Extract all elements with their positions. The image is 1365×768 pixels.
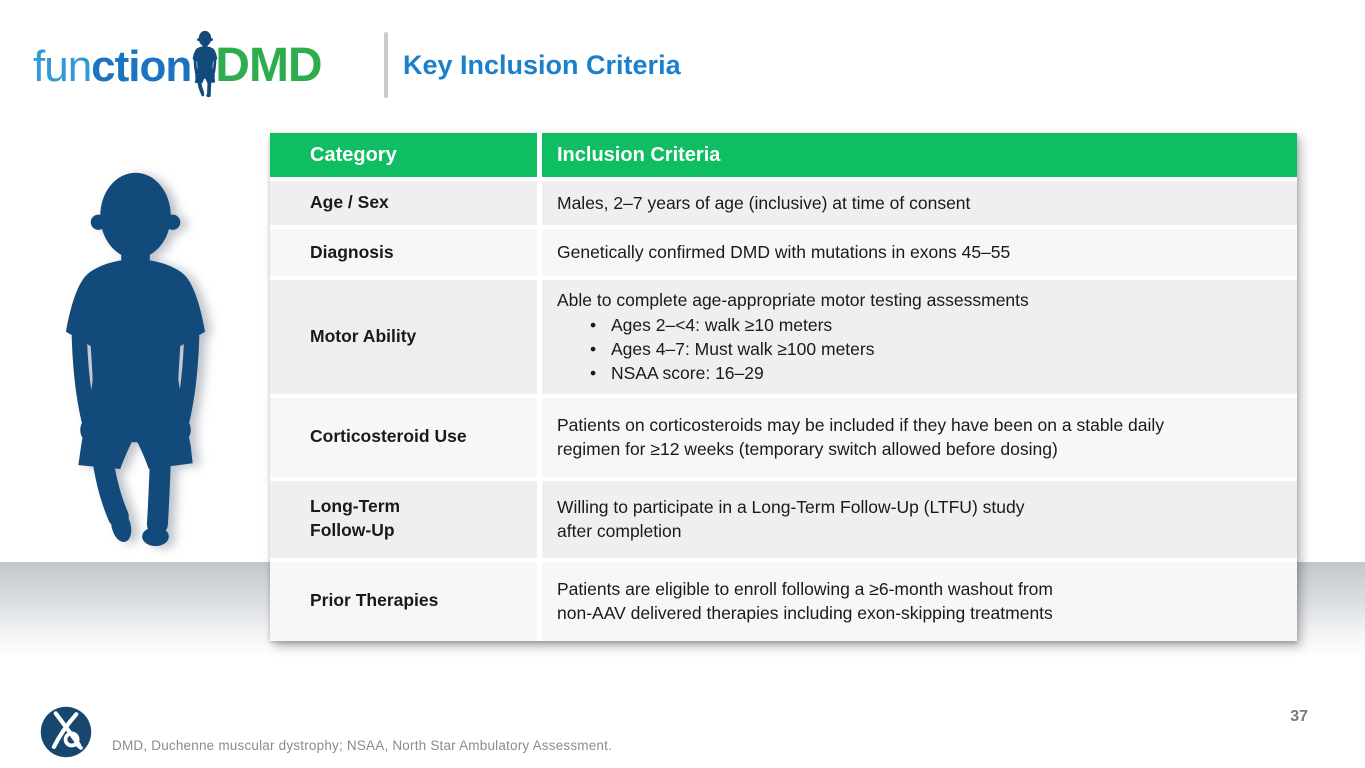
criteria-cell: Males, 2–7 years of age (inclusive) at t… (542, 181, 1297, 225)
category-cell: Age / Sex (270, 181, 537, 225)
table-row: Prior Therapies Patients are eligible to… (270, 561, 1297, 641)
child-silhouette-icon (188, 30, 222, 101)
functiondmd-logo: fun ction DMD (33, 36, 323, 106)
logo-text-ction: ction (91, 42, 192, 91)
table-row: Motor Ability Able to complete age-appro… (270, 280, 1297, 394)
table-row: Diagnosis Genetically confirmed DMD with… (270, 229, 1297, 276)
category-cell: Diagnosis (270, 229, 537, 276)
walking-boy-silhouette (38, 168, 233, 568)
category-cell: Motor Ability (270, 280, 537, 394)
table-row: Age / Sex Males, 2–7 years of age (inclu… (270, 181, 1297, 225)
criteria-cell: Genetically confirmed DMD with mutations… (542, 229, 1297, 276)
page-number: 37 (1290, 708, 1308, 725)
logo-text-dmd: DMD (215, 39, 322, 92)
table-row: Corticosteroid Use Patients on corticost… (270, 397, 1297, 477)
criteria-cell: Able to complete age-appropriate motor t… (542, 280, 1297, 394)
table-header-criteria: Inclusion Criteria (542, 133, 1297, 177)
category-cell: Prior Therapies (270, 561, 537, 641)
header-divider (384, 32, 388, 98)
page-title: Key Inclusion Criteria (403, 50, 681, 80)
table-header-category: Category (270, 133, 537, 177)
criteria-cell: Patients on corticosteroids may be inclu… (542, 397, 1297, 477)
table-header-row: Category Inclusion Criteria (270, 133, 1297, 177)
company-logo (40, 706, 92, 758)
criteria-cell: Patients are eligible to enroll followin… (542, 561, 1297, 641)
category-cell: Long-Term Follow-Up (270, 480, 537, 558)
logo-text-fun: fun (33, 42, 92, 91)
inclusion-criteria-table: Category Inclusion Criteria Age / Sex Ma… (270, 133, 1297, 641)
category-cell: Corticosteroid Use (270, 397, 537, 477)
table-row: Long-Term Follow-Up Willing to participat… (270, 480, 1297, 558)
table-body: Age / Sex Males, 2–7 years of age (inclu… (270, 181, 1297, 641)
criteria-cell: Willing to participate in a Long-Term Fo… (542, 480, 1297, 558)
footnote: DMD, Duchenne muscular dystrophy; NSAA, … (112, 738, 613, 753)
